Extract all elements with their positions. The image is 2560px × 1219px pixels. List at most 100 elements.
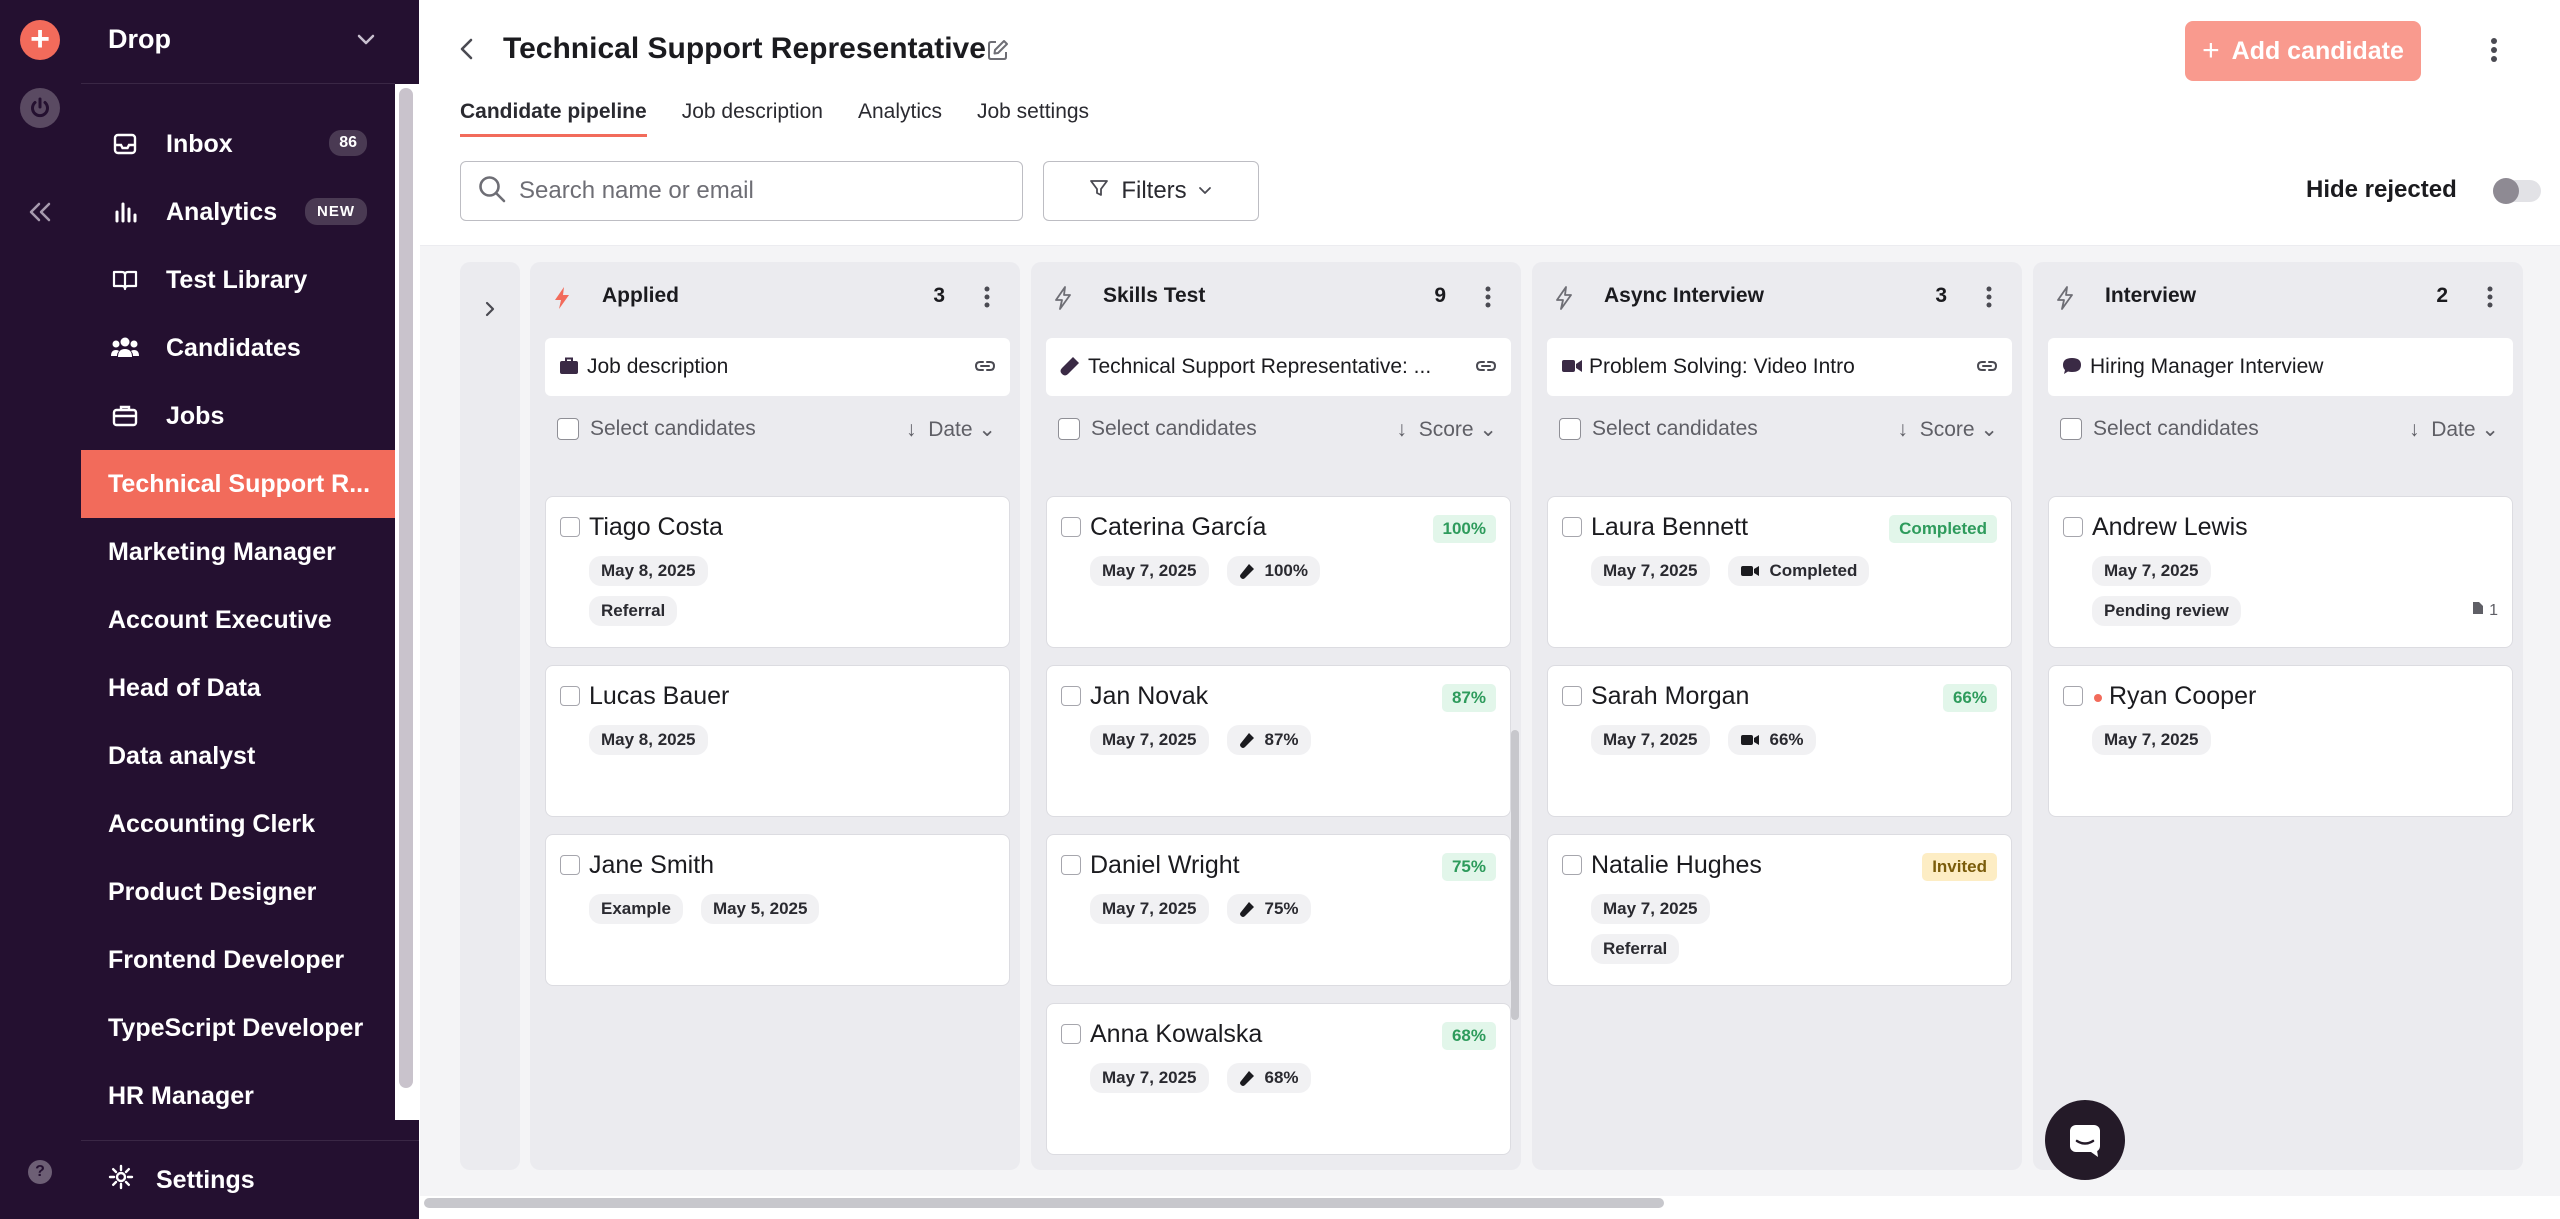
sort-dropdown[interactable]: ↓ Score ⌄ bbox=[1396, 418, 1497, 441]
help-icon[interactable]: ? bbox=[28, 1160, 52, 1184]
sidebar-job-data-analyst[interactable]: Data analyst bbox=[108, 741, 256, 770]
sidebar-job-account-executive[interactable]: Account Executive bbox=[108, 605, 332, 634]
sidebar-job-accounting-clerk[interactable]: Accounting Clerk bbox=[108, 809, 315, 838]
candidate-checkbox[interactable] bbox=[1061, 686, 1081, 706]
tab-job-description[interactable]: Job description bbox=[681, 100, 823, 123]
candidate-checkbox[interactable] bbox=[560, 517, 580, 537]
sidebar-item-inbox[interactable]: Inbox 86 bbox=[81, 110, 395, 178]
briefcase-icon bbox=[108, 399, 142, 433]
create-icon[interactable]: + bbox=[20, 20, 60, 60]
filters-label: Filters bbox=[1121, 177, 1187, 204]
column-menu-icon[interactable] bbox=[1986, 286, 1992, 313]
candidate-card[interactable]: Tiago Costa May 8, 2025 Referral bbox=[545, 496, 1010, 648]
tab-job-settings[interactable]: Job settings bbox=[976, 100, 1090, 123]
tab-candidate-pipeline[interactable]: Candidate pipeline bbox=[460, 100, 647, 137]
candidate-card[interactable]: Ryan Cooper May 7, 2025 bbox=[2048, 665, 2513, 817]
add-candidate-label: Add candidate bbox=[2231, 36, 2404, 65]
date-pill: May 8, 2025 bbox=[589, 725, 708, 755]
date-pill: May 7, 2025 bbox=[1591, 725, 1710, 755]
candidate-card[interactable]: Laura Bennett Completed May 7, 2025 Comp… bbox=[1547, 496, 2012, 648]
sidebar-item-jobs[interactable]: Jobs bbox=[81, 382, 395, 450]
sidebar-job-hr-manager[interactable]: HR Manager bbox=[108, 1081, 254, 1110]
stage-step[interactable]: Job description bbox=[545, 338, 1010, 396]
bolt-icon[interactable] bbox=[1053, 286, 1073, 315]
candidate-card[interactable]: Daniel Wright 75% May 7, 2025 75% bbox=[1046, 834, 1511, 986]
back-arrow-icon[interactable] bbox=[456, 36, 478, 67]
hide-rejected-toggle[interactable] bbox=[2493, 178, 2541, 204]
expand-stages-button[interactable] bbox=[460, 262, 520, 1170]
candidate-checkbox[interactable] bbox=[1562, 855, 1582, 875]
column-scrollbar[interactable] bbox=[1511, 730, 1519, 1020]
candidate-card[interactable]: Jane Smith Example May 5, 2025 bbox=[545, 834, 1010, 986]
sidebar-item-settings[interactable]: Settings bbox=[81, 1140, 419, 1219]
candidate-checkbox[interactable] bbox=[1562, 517, 1582, 537]
stage-column-skills-test: Skills Test 9 Technical Support Represen… bbox=[1031, 262, 1521, 1170]
sidebar-item-test-library[interactable]: Test Library bbox=[81, 246, 395, 314]
date-pill: May 7, 2025 bbox=[1591, 894, 1710, 924]
sidebar-job-marketing-manager[interactable]: Marketing Manager bbox=[108, 537, 336, 566]
test-tube-icon bbox=[1239, 901, 1255, 917]
candidate-checkbox[interactable] bbox=[1061, 517, 1081, 537]
column-title: Async Interview bbox=[1604, 284, 1764, 307]
candidate-card[interactable]: Jan Novak 87% May 7, 2025 87% bbox=[1046, 665, 1511, 817]
link-icon[interactable] bbox=[1976, 356, 1998, 381]
candidate-checkbox[interactable] bbox=[1061, 855, 1081, 875]
candidate-card[interactable]: Caterina García 100% May 7, 2025 100% bbox=[1046, 496, 1511, 648]
new-badge: NEW bbox=[305, 198, 367, 225]
sidebar-job-typescript-developer[interactable]: TypeScript Developer bbox=[108, 1013, 364, 1042]
board-horizontal-scrollbar[interactable] bbox=[424, 1198, 1664, 1208]
sidebar-job-head-of-data[interactable]: Head of Data bbox=[108, 673, 261, 702]
edit-icon[interactable] bbox=[986, 38, 1010, 67]
candidate-name: Ryan Cooper bbox=[2109, 682, 2257, 710]
stage-step[interactable]: Technical Support Representative: ... bbox=[1046, 338, 1511, 396]
score-badge: 68% bbox=[1441, 1022, 1496, 1050]
select-all-checkbox[interactable] bbox=[557, 418, 579, 440]
select-all-checkbox[interactable] bbox=[1058, 418, 1080, 440]
candidate-checkbox[interactable] bbox=[560, 855, 580, 875]
candidate-checkbox[interactable] bbox=[560, 686, 580, 706]
candidate-card[interactable]: Lucas Bauer May 8, 2025 bbox=[545, 665, 1010, 817]
sidebar-job-product-designer[interactable]: Product Designer bbox=[108, 877, 317, 906]
tab-analytics[interactable]: Analytics bbox=[857, 100, 942, 123]
support-chat-button[interactable] bbox=[2045, 1100, 2125, 1180]
candidate-card[interactable]: Sarah Morgan 66% May 7, 2025 66% bbox=[1547, 665, 2012, 817]
collapse-sidebar-icon[interactable] bbox=[26, 198, 54, 232]
sidebar-item-analytics[interactable]: Analytics NEW bbox=[81, 178, 395, 246]
candidate-card[interactable]: Natalie Hughes Invited May 7, 2025 Refer… bbox=[1547, 834, 2012, 986]
stage-column-applied: Applied 3 Job description Select candida… bbox=[530, 262, 1020, 1170]
date-pill: May 7, 2025 bbox=[1090, 725, 1209, 755]
sidebar-job-frontend-developer[interactable]: Frontend Developer bbox=[108, 945, 345, 974]
filters-button[interactable]: Filters bbox=[1043, 161, 1259, 221]
sidebar-job-technical-support[interactable]: Technical Support R... bbox=[81, 450, 395, 518]
column-menu-icon[interactable] bbox=[984, 286, 990, 313]
link-icon[interactable] bbox=[974, 356, 996, 381]
bolt-icon[interactable] bbox=[552, 286, 572, 315]
power-icon[interactable] bbox=[20, 88, 60, 128]
candidate-card[interactable]: Andrew Lewis May 7, 2025 Pending review … bbox=[2048, 496, 2513, 648]
candidate-card[interactable]: Anna Kowalska 68% May 7, 2025 68% bbox=[1046, 1003, 1511, 1155]
add-candidate-button[interactable]: + Add candidate bbox=[2185, 21, 2421, 81]
sidebar-item-candidates[interactable]: Candidates bbox=[81, 314, 395, 382]
column-menu-icon[interactable] bbox=[1485, 286, 1491, 313]
stage-step[interactable]: Hiring Manager Interview bbox=[2048, 338, 2513, 396]
candidate-checkbox[interactable] bbox=[2063, 517, 2083, 537]
more-options-icon[interactable] bbox=[2490, 36, 2498, 69]
select-all-checkbox[interactable] bbox=[1559, 418, 1581, 440]
search-input[interactable] bbox=[519, 177, 999, 205]
stage-step[interactable]: Problem Solving: Video Intro bbox=[1547, 338, 2012, 396]
sort-dropdown[interactable]: ↓ Date ⌄ bbox=[2409, 418, 2499, 441]
bolt-icon[interactable] bbox=[1554, 286, 1574, 315]
candidate-checkbox[interactable] bbox=[1562, 686, 1582, 706]
column-count: 9 bbox=[1434, 284, 1446, 307]
sidebar-scrollbar-thumb[interactable] bbox=[399, 88, 413, 1088]
workspace-switcher[interactable]: Drop bbox=[81, 0, 395, 84]
column-menu-icon[interactable] bbox=[2487, 286, 2493, 313]
bolt-icon[interactable] bbox=[2055, 286, 2075, 315]
candidate-checkbox[interactable] bbox=[1061, 1024, 1081, 1044]
sort-dropdown[interactable]: ↓ Date ⌄ bbox=[906, 418, 996, 441]
select-all-checkbox[interactable] bbox=[2060, 418, 2082, 440]
sort-dropdown[interactable]: ↓ Score ⌄ bbox=[1897, 418, 1998, 441]
hide-rejected-label: Hide rejected bbox=[2306, 176, 2457, 203]
link-icon[interactable] bbox=[1475, 356, 1497, 381]
candidate-checkbox[interactable] bbox=[2063, 686, 2083, 706]
